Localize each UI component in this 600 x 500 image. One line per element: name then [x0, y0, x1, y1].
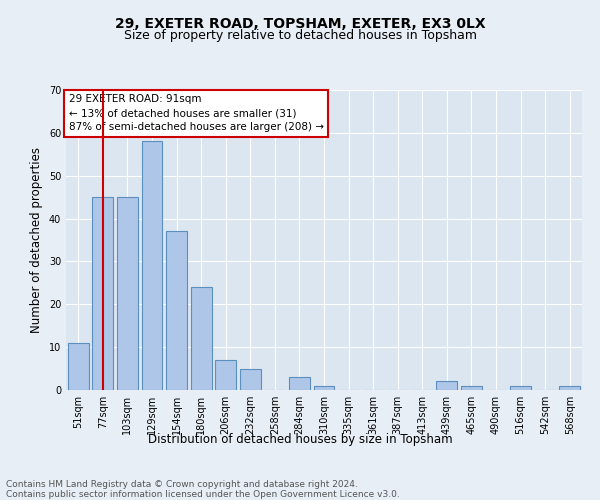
Bar: [68, 343, 89, 390]
Bar: [461, 386, 482, 390]
Bar: [117, 197, 138, 390]
Bar: [314, 386, 334, 390]
Text: Size of property relative to detached houses in Topsham: Size of property relative to detached ho…: [124, 29, 476, 42]
Bar: [559, 386, 580, 390]
Bar: [240, 368, 261, 390]
Bar: [166, 232, 187, 390]
Text: Distribution of detached houses by size in Topsham: Distribution of detached houses by size …: [148, 432, 452, 446]
Bar: [142, 142, 163, 390]
Bar: [289, 377, 310, 390]
Bar: [215, 360, 236, 390]
Text: Contains HM Land Registry data © Crown copyright and database right 2024.
Contai: Contains HM Land Registry data © Crown c…: [6, 480, 400, 499]
Text: 29 EXETER ROAD: 91sqm
← 13% of detached houses are smaller (31)
87% of semi-deta: 29 EXETER ROAD: 91sqm ← 13% of detached …: [68, 94, 323, 132]
Bar: [191, 287, 212, 390]
Bar: [436, 382, 457, 390]
Text: 29, EXETER ROAD, TOPSHAM, EXETER, EX3 0LX: 29, EXETER ROAD, TOPSHAM, EXETER, EX3 0L…: [115, 18, 485, 32]
Bar: [92, 197, 113, 390]
Y-axis label: Number of detached properties: Number of detached properties: [30, 147, 43, 333]
Bar: [510, 386, 531, 390]
